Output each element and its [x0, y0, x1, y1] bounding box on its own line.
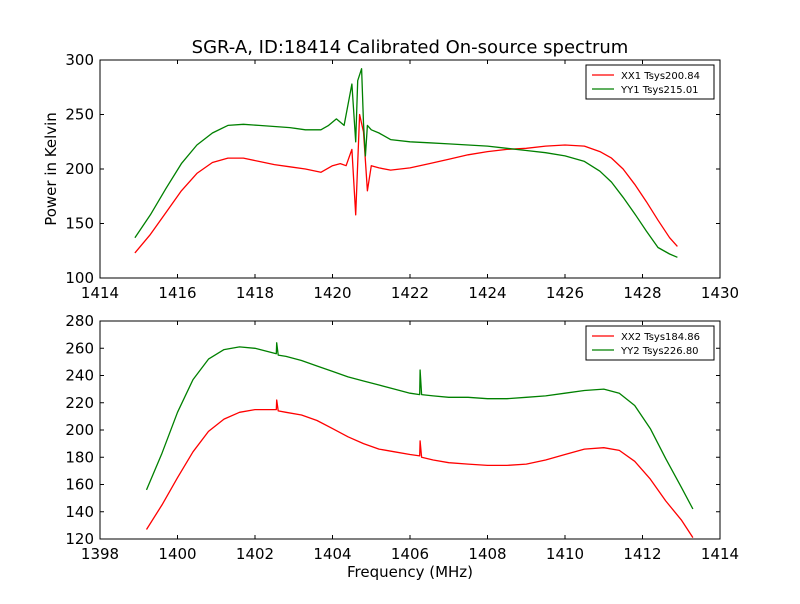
y-tick-label: 260 — [65, 339, 94, 357]
x-tick-label: 1426 — [546, 284, 584, 302]
x-tick-label: 1400 — [158, 545, 196, 563]
y-tick-label: 250 — [65, 106, 94, 124]
y-tick-label: 100 — [65, 269, 94, 287]
legend: XX1 Tsys200.84 YY1 Tsys215.01 — [585, 64, 715, 100]
x-tick-label: 1414 — [81, 284, 119, 302]
x-tick-label: 1430 — [701, 284, 739, 302]
y-tick-label: 200 — [65, 421, 94, 439]
legend-box — [585, 64, 715, 100]
series-line-yy — [145, 342, 694, 510]
legend-entry: YY2 Tsys226.80 — [620, 346, 699, 357]
x-tick-label: 1404 — [313, 545, 351, 563]
legend-box — [585, 325, 715, 361]
series-line-yy — [134, 68, 678, 258]
y-tick-label: 120 — [65, 530, 94, 548]
y-tick-label: 280 — [65, 312, 94, 330]
legend: XX2 Tsys184.86 YY2 Tsys226.80 — [585, 325, 715, 361]
x-tick-label: 1418 — [236, 284, 274, 302]
legend-entry: XX2 Tsys184.86 — [621, 332, 700, 343]
x-tick-label: 1398 — [81, 545, 119, 563]
y-tick-label: 140 — [65, 503, 94, 521]
y-tick-label: 240 — [65, 367, 94, 385]
x-tick-label: 1422 — [391, 284, 429, 302]
y-axis-label: Power in Kelvin — [42, 112, 60, 226]
y-tick-label: 180 — [65, 448, 94, 466]
x-tick-label: 1424 — [468, 284, 506, 302]
y-tick-label: 300 — [65, 51, 94, 69]
x-tick-label: 1406 — [391, 545, 429, 563]
upper-chart-panel: 1414 1416 1418 1420 1422 1424 1426 1428 1430 100 1… — [42, 51, 739, 302]
y-tick-label: 200 — [65, 160, 94, 178]
y-tick-label: 160 — [65, 476, 94, 494]
chart-title: SGR-A, ID:18414 Calibrated On-source spe… — [192, 37, 629, 58]
series-line-xx — [145, 399, 694, 538]
x-tick-label: 1416 — [158, 284, 196, 302]
legend-entry: XX1 Tsys200.84 — [621, 71, 700, 82]
x-tick-label: 1412 — [623, 545, 661, 563]
y-tick-label: 220 — [65, 394, 94, 412]
lower-chart-panel: 1398 1400 1402 1404 1406 1408 1410 1412 1414 120 1… — [65, 312, 739, 581]
x-tick-label: 1402 — [236, 545, 274, 563]
y-tick-label: 150 — [65, 215, 94, 233]
x-tick-label: 1414 — [701, 545, 739, 563]
x-tick-label: 1410 — [546, 545, 584, 563]
x-tick-label: 1428 — [623, 284, 661, 302]
legend-entry: YY1 Tsys215.01 — [620, 85, 699, 96]
x-tick-label: 1420 — [313, 284, 351, 302]
series-line-xx — [134, 113, 678, 254]
x-tick-label: 1408 — [468, 545, 506, 563]
x-axis-label: Frequency (MHz) — [347, 563, 473, 581]
